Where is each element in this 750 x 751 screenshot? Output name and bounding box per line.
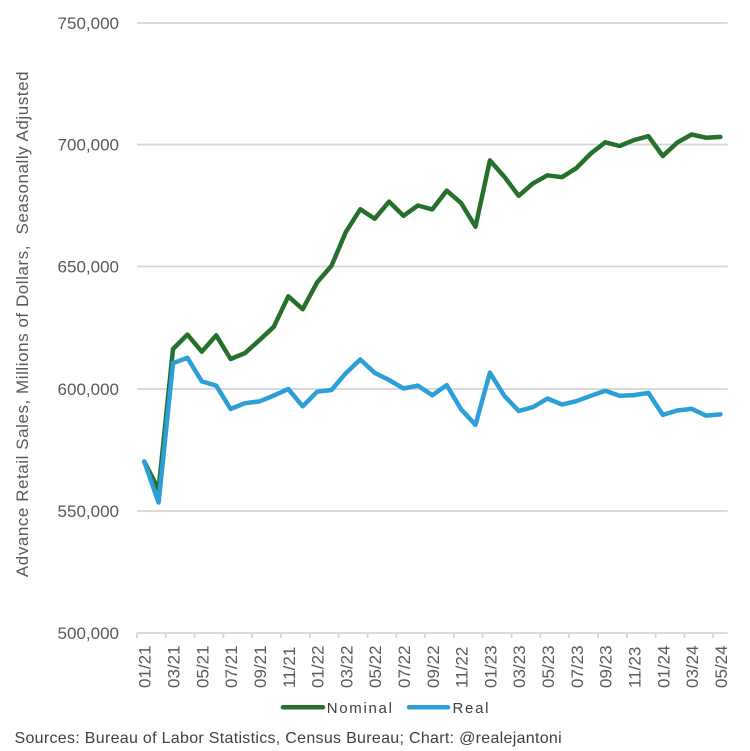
svg-text:750,000: 750,000 — [58, 14, 119, 33]
svg-text:Real: Real — [453, 700, 491, 717]
svg-text:01/23: 01/23 — [481, 645, 500, 688]
svg-text:01/24: 01/24 — [654, 645, 673, 688]
svg-text:01/22: 01/22 — [309, 645, 328, 688]
svg-text:03/23: 03/23 — [510, 645, 529, 688]
svg-text:03/24: 03/24 — [683, 645, 702, 688]
svg-text:500,000: 500,000 — [58, 624, 119, 643]
svg-text:05/24: 05/24 — [712, 645, 731, 688]
svg-text:Sources: Bureau of Labor Stati: Sources: Bureau of Labor Statistics, Cen… — [15, 730, 562, 747]
svg-text:09/21: 09/21 — [251, 645, 270, 688]
svg-text:11/22: 11/22 — [453, 647, 472, 688]
svg-text:09/23: 09/23 — [597, 645, 616, 688]
svg-text:09/22: 09/22 — [424, 645, 443, 688]
svg-text:03/21: 03/21 — [165, 645, 184, 688]
svg-text:700,000: 700,000 — [58, 136, 119, 155]
svg-text:05/22: 05/22 — [366, 645, 385, 688]
svg-text:07/22: 07/22 — [395, 645, 414, 688]
svg-text:05/21: 05/21 — [193, 645, 212, 688]
svg-text:550,000: 550,000 — [58, 502, 119, 521]
svg-text:03/22: 03/22 — [337, 645, 356, 688]
svg-text:07/23: 07/23 — [568, 645, 587, 688]
svg-text:Advance Retail Sales, Millions: Advance Retail Sales, Millions of Dollar… — [13, 71, 32, 577]
svg-text:05/23: 05/23 — [539, 645, 558, 688]
svg-text:11/23: 11/23 — [626, 647, 645, 688]
svg-text:650,000: 650,000 — [58, 258, 119, 277]
svg-text:Nominal: Nominal — [327, 700, 394, 717]
svg-text:01/21: 01/21 — [136, 645, 155, 688]
svg-text:07/21: 07/21 — [222, 645, 241, 688]
svg-text:11/21: 11/21 — [280, 647, 299, 688]
svg-text:600,000: 600,000 — [58, 380, 119, 399]
